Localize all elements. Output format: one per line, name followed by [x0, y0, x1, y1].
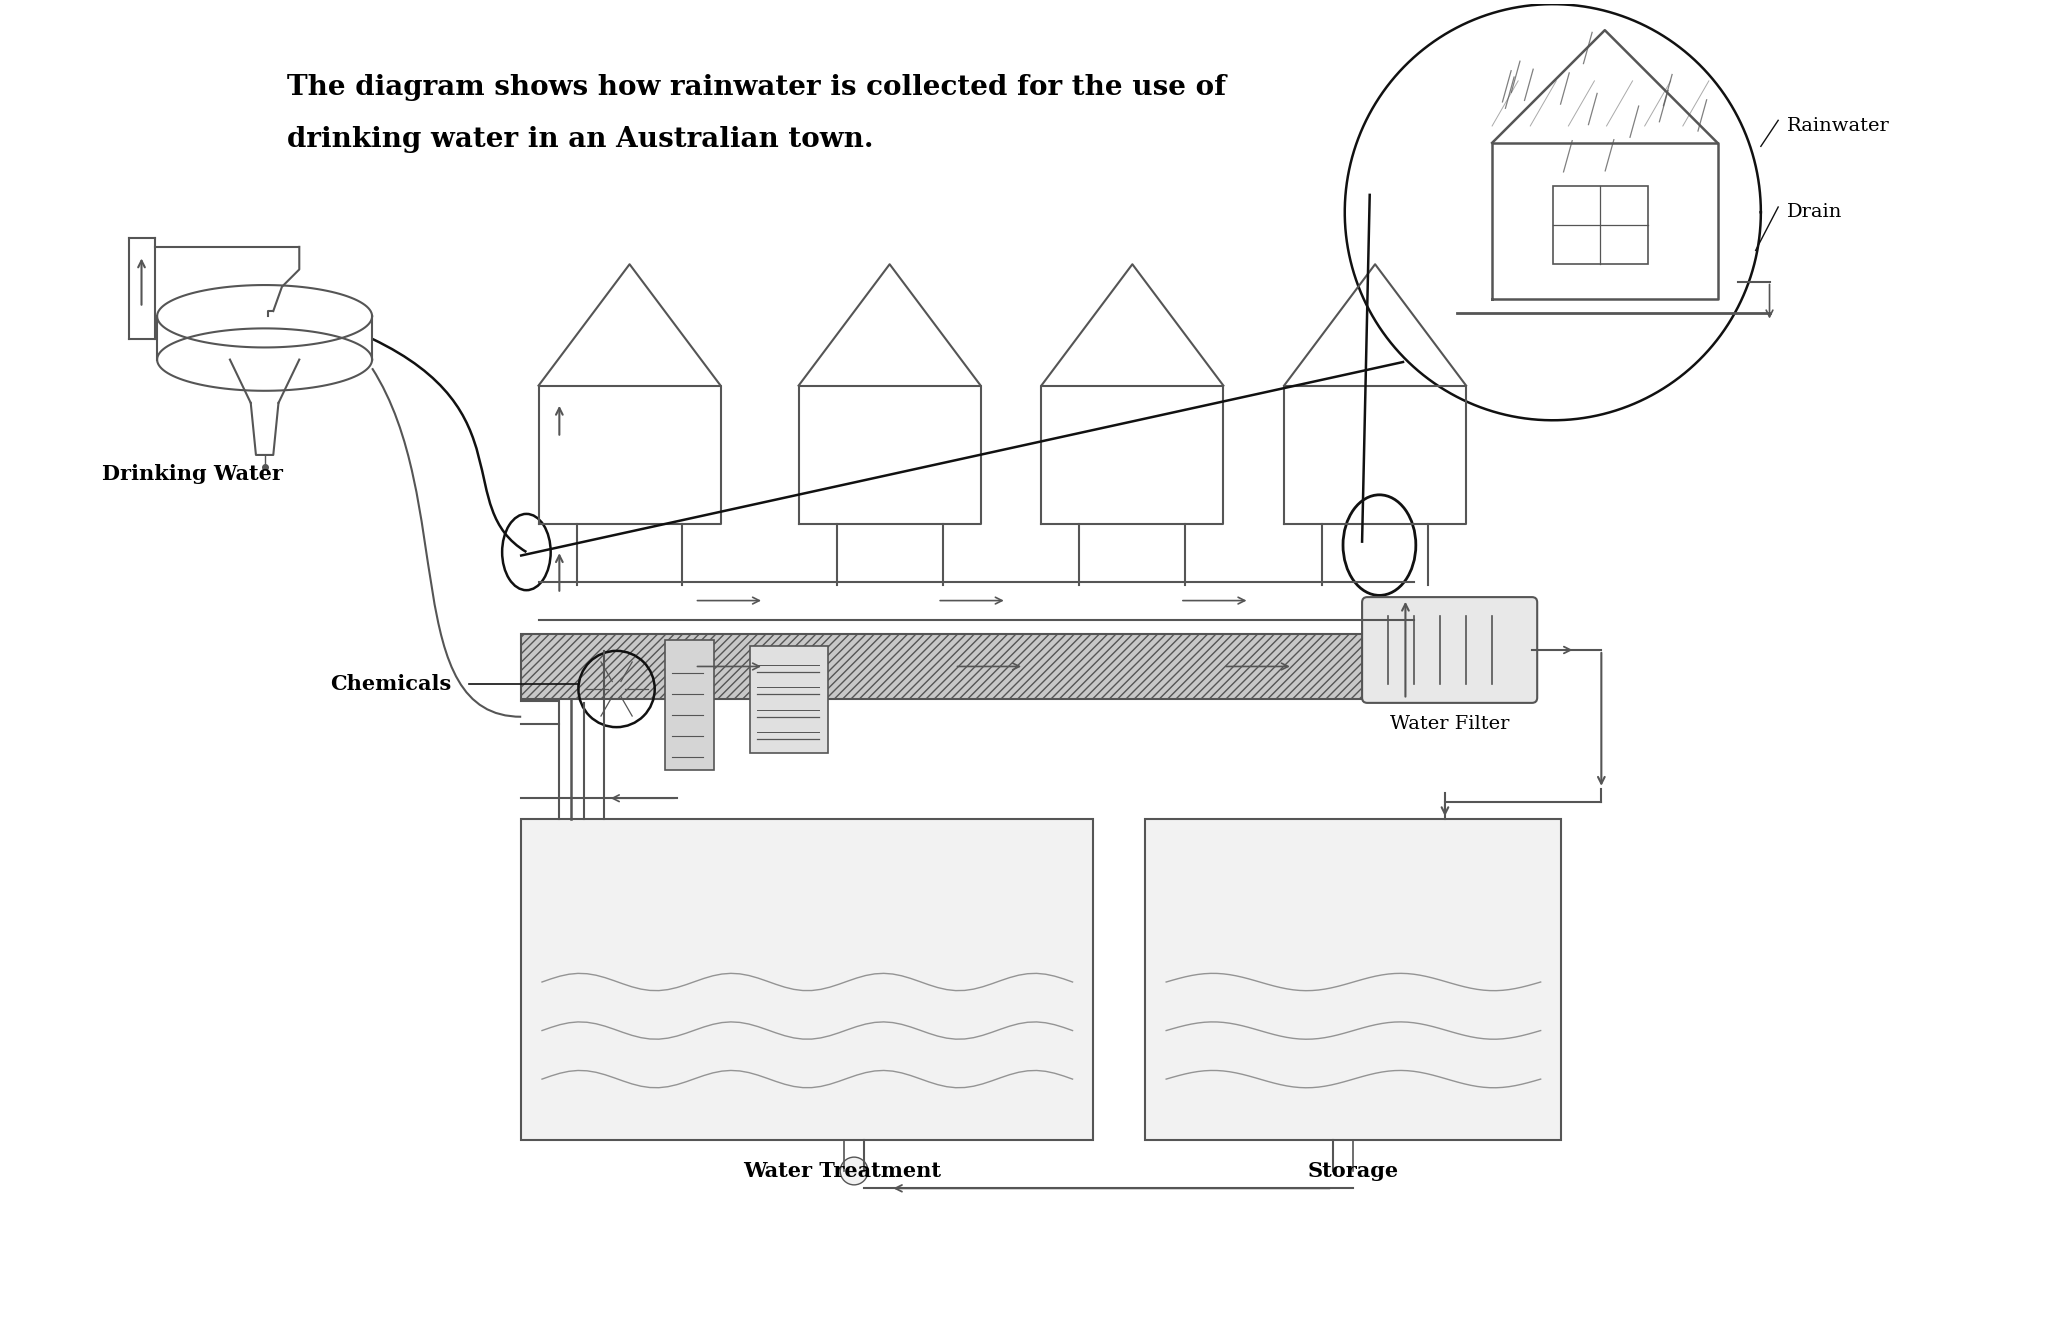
- Bar: [520, 634, 1458, 699]
- Bar: [1145, 819, 1561, 1140]
- Text: The diagram shows how rainwater is collected for the use of: The diagram shows how rainwater is colle…: [287, 73, 1227, 101]
- Text: Water Treatment: Water Treatment: [743, 1160, 940, 1180]
- Bar: [750, 646, 827, 753]
- Text: Drinking Water: Drinking Water: [102, 464, 283, 484]
- Bar: [520, 819, 1094, 1140]
- Circle shape: [840, 1158, 868, 1185]
- Text: Storage: Storage: [1309, 1160, 1399, 1180]
- Text: Water Filter: Water Filter: [1391, 715, 1509, 733]
- Text: Chemicals: Chemicals: [330, 674, 453, 693]
- Text: Drain: Drain: [1786, 203, 1843, 221]
- Bar: [666, 640, 713, 770]
- FancyBboxPatch shape: [1362, 597, 1538, 703]
- Text: Rainwater: Rainwater: [1786, 117, 1890, 134]
- Text: drinking water in an Australian town.: drinking water in an Australian town.: [287, 126, 874, 152]
- Bar: [1552, 186, 1649, 264]
